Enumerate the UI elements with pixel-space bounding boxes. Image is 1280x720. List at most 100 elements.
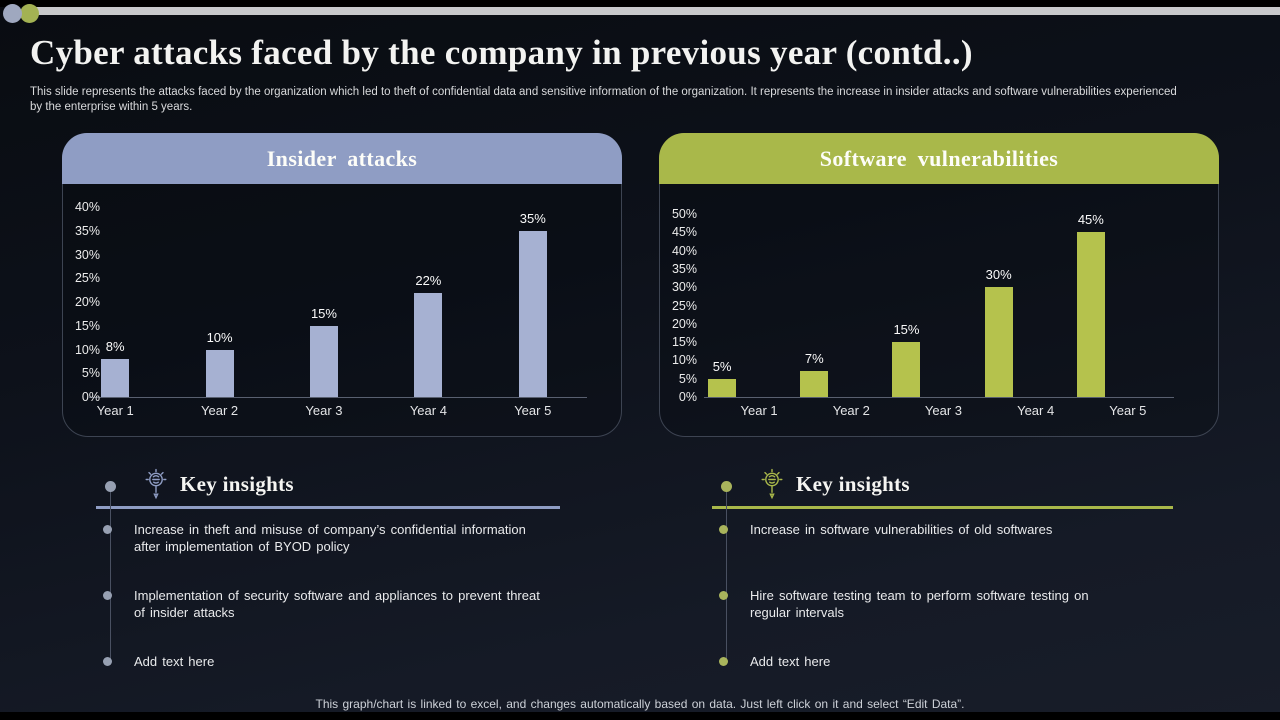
y-tick-label: 40% — [671, 243, 697, 258]
insights-underline — [96, 506, 560, 509]
y-tick-label: 0% — [678, 390, 697, 404]
y-tick-label: 35% — [74, 223, 100, 238]
x-axis: Year 1 Year 2 Year 3 Year 4 Year 5 — [713, 403, 1174, 418]
x-tick-label: Year 2 — [832, 403, 870, 418]
bar — [205, 349, 234, 397]
bullet-dot — [719, 657, 728, 666]
bar — [1076, 232, 1105, 397]
plot-area[interactable]: 8% 10% 15% 22% 35% — [63, 207, 585, 397]
bullet-dot — [719, 591, 728, 600]
insights-list: Increase in software vulnerabilities of … — [712, 522, 1173, 671]
x-tick-label: Year 5 — [1109, 403, 1147, 418]
bar — [984, 287, 1013, 397]
bar — [518, 230, 547, 397]
lightbulb-icon — [145, 468, 167, 500]
x-axis-line — [89, 397, 587, 398]
bar-column: 35% — [518, 210, 547, 397]
bar-column: 22% — [414, 272, 443, 397]
bar-value-label: 22% — [415, 272, 442, 288]
bar-value-label: 8% — [105, 339, 125, 354]
logo-circle-green-icon — [20, 4, 39, 23]
x-axis-line — [704, 397, 1174, 398]
insights-section-software: Key insights Increase in software vulner… — [712, 466, 1173, 671]
bar-column: 15% — [892, 322, 921, 397]
bar-value-label: 35% — [519, 210, 546, 226]
insights-list: Increase in theft and misuse of company’… — [96, 522, 560, 671]
insight-text: Increase in software vulnerabilities of … — [750, 522, 1053, 537]
x-tick-label: Year 1 — [96, 403, 134, 418]
slide-title: Cyber attacks faced by the company in pr… — [30, 33, 973, 72]
insights-heading: Key insights — [796, 471, 910, 496]
y-tick-label: 30% — [671, 280, 697, 295]
bar-value-label: 15% — [310, 305, 337, 321]
logo-circle-blue-icon — [3, 4, 22, 23]
insight-item: Increase in software vulnerabilities of … — [712, 522, 1173, 588]
chart-header: Software vulnerabilities — [659, 133, 1219, 184]
top-accent-bar — [36, 7, 1280, 15]
timeline-line — [726, 488, 727, 664]
bar-value-label: 30% — [985, 267, 1012, 283]
insight-text: Add text here — [750, 654, 831, 669]
chart-header: Insider attacks — [62, 133, 622, 184]
bullet-dot — [719, 525, 728, 534]
x-tick-label: Year 2 — [201, 403, 239, 418]
bullet-dot — [103, 525, 112, 534]
bar-column: 8% — [101, 339, 130, 397]
bar-value-label: 45% — [1077, 212, 1104, 228]
x-tick-label: Year 1 — [740, 403, 778, 418]
bar-column: 15% — [309, 305, 338, 397]
bar — [708, 378, 737, 397]
bar-column: 7% — [800, 351, 829, 397]
bar-value-label: 5% — [712, 358, 732, 374]
insight-text: Increase in theft and misuse of company’… — [134, 522, 526, 554]
bullet-dot — [103, 591, 112, 600]
y-tick-label: 5% — [81, 366, 100, 381]
y-tick-label: 10% — [74, 342, 100, 357]
bullet-dot — [103, 657, 112, 666]
insight-item: Increase in theft and misuse of company’… — [96, 522, 560, 588]
x-tick-label: Year 4 — [409, 403, 447, 418]
y-tick-label: 45% — [671, 225, 697, 240]
timeline-line — [110, 488, 111, 664]
bar — [892, 342, 921, 397]
insights-heading: Key insights — [180, 471, 294, 496]
bar — [800, 371, 829, 397]
y-tick-label: 25% — [671, 298, 697, 313]
bar-column: 10% — [205, 329, 234, 397]
bar-value-label: 10% — [206, 329, 233, 345]
x-axis: Year 1 Year 2 Year 3 Year 4 Year 5 — [63, 403, 585, 418]
bar-column: 30% — [984, 267, 1013, 397]
plot-area[interactable]: 5% 7% 15% 30% 45% — [708, 212, 1174, 397]
bottom-edge-bar — [0, 712, 1280, 720]
bar — [309, 325, 338, 397]
y-tick-label: 20% — [671, 316, 697, 331]
x-tick-label: Year 3 — [924, 403, 963, 418]
chart-title: Insider attacks — [266, 145, 418, 171]
chart-title: Software vulnerabilities — [819, 145, 1059, 171]
y-tick-label: 5% — [678, 371, 697, 386]
insight-item: Hire software testing team to perform so… — [712, 588, 1173, 654]
x-tick-label: Year 3 — [305, 403, 343, 418]
slide-subtitle: This slide represents the attacks faced … — [30, 86, 1177, 113]
insight-text: Add text here — [134, 654, 215, 669]
insight-item: Implementation of security software and … — [96, 588, 560, 654]
y-tick-label: 15% — [671, 335, 697, 350]
y-tick-label: 35% — [671, 261, 697, 276]
insight-text: Implementation of security software and … — [134, 588, 540, 620]
y-tick-label: 15% — [74, 318, 100, 333]
x-tick-label: Year 5 — [514, 403, 552, 418]
timeline-dot — [721, 481, 732, 492]
insight-text: Hire software testing team to perform so… — [750, 588, 1089, 620]
insight-item: Add text here — [712, 654, 1173, 671]
y-tick-label: 50% — [671, 207, 697, 221]
y-tick-label: 10% — [671, 353, 697, 368]
y-tick-label: 25% — [74, 271, 100, 286]
insider-attacks-chart-panel[interactable]: Insider attacks 40% 35% 30% 25% 20% 15% 10% 5% 0… — [62, 133, 622, 437]
y-axis: 50% 45% 40% 35% 30% 25% 20% 15% 10% 5% 0% — [660, 207, 705, 404]
software-vulnerabilities-chart-panel[interactable]: Software vulnerabilities 50% 45% 40% 35% 30%… — [659, 133, 1219, 437]
y-tick-label: 0% — [81, 390, 100, 404]
y-axis: 40% 35% 30% 25% 20% 15% 10% 5% 0% — [63, 200, 108, 404]
timeline-dot — [105, 481, 116, 492]
bar-value-label: 15% — [893, 322, 920, 338]
lightbulb-icon — [761, 468, 783, 500]
